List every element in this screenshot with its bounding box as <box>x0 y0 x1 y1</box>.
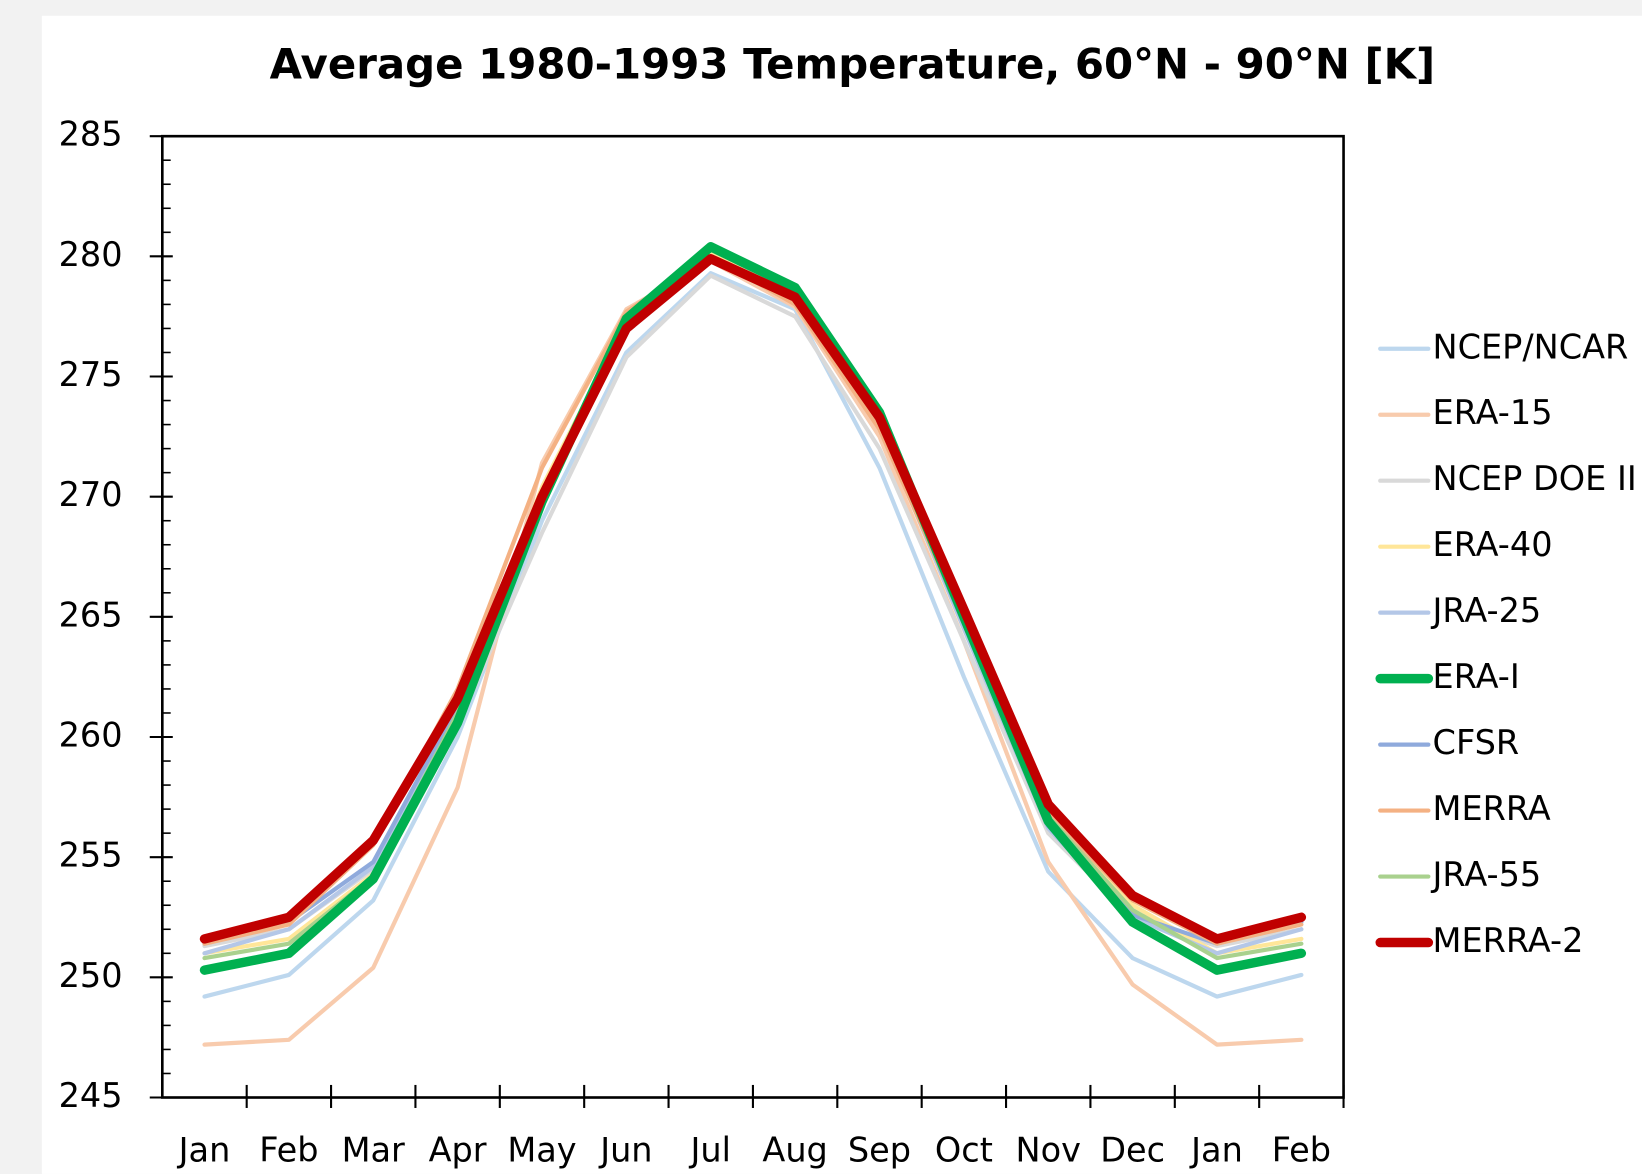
legend-label: JRA-55 <box>1431 855 1542 894</box>
x-tick-label: Jun <box>598 1130 652 1169</box>
x-tick-label: Jan <box>177 1130 231 1169</box>
y-tick-label: 260 <box>59 716 123 755</box>
x-tick-label: May <box>507 1130 576 1169</box>
legend-label: NCEP/NCAR <box>1433 327 1629 366</box>
x-tick-label: Dec <box>1100 1130 1165 1169</box>
legend-label: NCEP DOE II <box>1433 459 1637 498</box>
x-tick-label: Feb <box>259 1130 318 1169</box>
legend-label: CFSR <box>1433 723 1520 762</box>
legend-label: ERA-I <box>1433 657 1520 696</box>
x-tick-label: Jan <box>1189 1130 1243 1169</box>
y-tick-label: 265 <box>59 595 123 634</box>
x-tick-label: Jul <box>689 1130 731 1169</box>
plot-frame <box>161 134 1345 1099</box>
series-line <box>199 254 1307 944</box>
legend-label: MERRA <box>1433 789 1551 828</box>
series-line <box>202 271 1304 999</box>
y-tick-label: 285 <box>59 115 123 154</box>
x-tick-label: Feb <box>1272 1130 1331 1169</box>
x-tick-label: Sep <box>848 1130 911 1169</box>
chart-title: Average 1980-1993 Temperature, 60°N - 90… <box>270 40 1436 89</box>
legend-label: JRA-25 <box>1431 591 1542 630</box>
legend-label: ERA-15 <box>1433 393 1553 432</box>
y-tick-label: 245 <box>59 1076 123 1115</box>
x-tick-label: Apr <box>429 1130 487 1169</box>
chart-panel <box>41 15 1642 1174</box>
series-line <box>199 242 1307 975</box>
y-tick-label: 255 <box>59 836 123 875</box>
y-tick-label: 280 <box>59 235 123 274</box>
legend-label: ERA-40 <box>1433 525 1553 564</box>
x-tick-label: Aug <box>762 1130 827 1169</box>
y-tick-label: 250 <box>59 956 123 995</box>
x-tick-label: Mar <box>342 1130 405 1169</box>
legend-label: MERRA-2 <box>1433 921 1584 960</box>
y-tick-label: 270 <box>59 475 123 514</box>
x-tick-label: Oct <box>935 1130 993 1169</box>
x-tick-label: Nov <box>1016 1130 1081 1169</box>
y-tick-label: 275 <box>59 355 123 394</box>
series-line <box>202 259 1304 1047</box>
